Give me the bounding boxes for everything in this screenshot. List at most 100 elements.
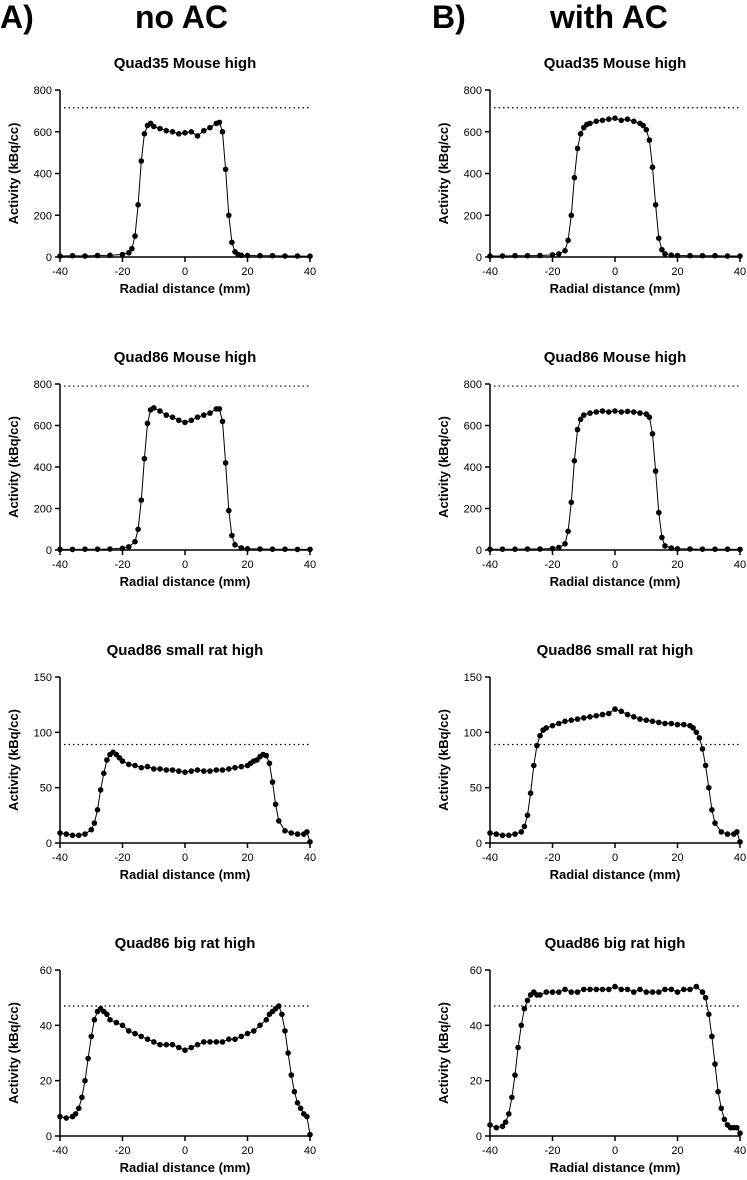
data-point bbox=[94, 252, 101, 259]
data-point bbox=[176, 417, 182, 424]
x-tick-label: 20 bbox=[671, 1145, 683, 1157]
data-point bbox=[612, 115, 618, 121]
data-point bbox=[699, 746, 706, 752]
data-point bbox=[549, 989, 556, 995]
y-tick-label: 400 bbox=[464, 169, 482, 181]
y-tick-label: 150 bbox=[464, 672, 482, 684]
data-point bbox=[724, 546, 731, 552]
x-tick-label: 40 bbox=[304, 852, 316, 864]
data-point bbox=[631, 118, 637, 125]
data-point bbox=[85, 1055, 91, 1062]
data-point bbox=[257, 546, 263, 552]
y-tick-label: 0 bbox=[46, 252, 52, 264]
data-point bbox=[493, 1124, 500, 1131]
data-point bbox=[587, 410, 593, 416]
data-point bbox=[668, 545, 675, 551]
y-axis-label: Activity (kBq/cc) bbox=[6, 123, 21, 225]
data-point bbox=[709, 1033, 715, 1040]
data-point bbox=[269, 252, 276, 259]
data-point bbox=[57, 546, 63, 553]
y-tick-label: 0 bbox=[476, 1131, 482, 1143]
data-point bbox=[659, 534, 665, 541]
x-tick-label: 20 bbox=[671, 266, 683, 278]
series-line bbox=[489, 986, 741, 1134]
y-tick-label: 400 bbox=[34, 169, 52, 181]
data-point bbox=[565, 528, 571, 535]
data-point bbox=[188, 129, 195, 135]
data-point bbox=[282, 1028, 288, 1034]
data-point bbox=[587, 986, 593, 993]
data-point bbox=[593, 712, 600, 719]
y-tick-label: 400 bbox=[464, 462, 482, 474]
panel-b-title: with AC bbox=[550, 0, 668, 35]
y-tick-label: 0 bbox=[46, 838, 52, 850]
data-point bbox=[537, 252, 543, 259]
data-point bbox=[712, 1061, 718, 1067]
data-point bbox=[107, 546, 113, 552]
data-point bbox=[201, 412, 207, 418]
data-point bbox=[219, 1039, 226, 1045]
data-point bbox=[119, 758, 126, 764]
chart-title: Quad86 Mouse high bbox=[544, 349, 687, 366]
y-tick-label: 0 bbox=[46, 545, 52, 557]
data-point bbox=[107, 1017, 113, 1023]
data-point bbox=[574, 716, 581, 722]
data-point bbox=[734, 1124, 740, 1131]
data-point bbox=[674, 546, 681, 552]
x-tick-label: 20 bbox=[241, 559, 253, 571]
series-line bbox=[59, 1005, 311, 1135]
y-tick-label: 0 bbox=[476, 838, 482, 850]
data-point bbox=[257, 1022, 263, 1029]
data-point bbox=[512, 1072, 518, 1078]
data-point bbox=[94, 546, 101, 552]
data-point bbox=[593, 118, 600, 125]
x-tick-label: 40 bbox=[734, 266, 746, 278]
data-point bbox=[487, 253, 493, 259]
y-tick-label: 200 bbox=[34, 210, 52, 222]
data-point bbox=[138, 1033, 145, 1040]
data-point bbox=[163, 127, 170, 134]
data-point bbox=[294, 831, 301, 837]
x-tick-label: 40 bbox=[734, 852, 746, 864]
data-point bbox=[606, 710, 612, 717]
data-point bbox=[499, 546, 506, 552]
data-point bbox=[718, 829, 725, 835]
data-point bbox=[194, 414, 201, 421]
data-point bbox=[737, 546, 743, 553]
data-point bbox=[188, 768, 195, 774]
data-point bbox=[599, 408, 606, 414]
data-point bbox=[97, 787, 104, 793]
series-line bbox=[490, 410, 741, 550]
data-point bbox=[282, 828, 288, 834]
data-point bbox=[151, 766, 157, 772]
chart-title: Quad35 Mouse high bbox=[114, 55, 257, 72]
x-tick-label: 20 bbox=[671, 852, 683, 864]
x-tick-label: -20 bbox=[115, 1145, 131, 1157]
data-point bbox=[699, 252, 706, 259]
data-point bbox=[229, 532, 235, 539]
x-tick-label: 0 bbox=[612, 266, 618, 278]
x-axis-label: Radial distance (mm) bbox=[550, 1160, 681, 1175]
data-point bbox=[119, 545, 126, 552]
data-point bbox=[69, 546, 76, 553]
y-tick-label: 100 bbox=[34, 727, 52, 739]
series-line bbox=[490, 117, 740, 257]
data-point bbox=[126, 544, 132, 550]
data-point bbox=[568, 212, 575, 219]
data-point bbox=[587, 120, 593, 127]
data-point bbox=[699, 546, 706, 552]
x-axis-label: Radial distance (mm) bbox=[550, 281, 681, 296]
x-axis-label: Radial distance (mm) bbox=[120, 867, 251, 882]
data-point bbox=[562, 247, 568, 254]
data-point bbox=[276, 818, 282, 824]
data-point bbox=[674, 721, 681, 728]
data-point bbox=[219, 129, 226, 135]
data-point bbox=[304, 829, 310, 835]
data-point bbox=[656, 509, 662, 516]
data-point bbox=[119, 251, 126, 258]
data-point bbox=[640, 122, 646, 129]
y-tick-label: 200 bbox=[464, 210, 482, 222]
y-tick-label: 0 bbox=[476, 252, 482, 264]
data-point bbox=[294, 546, 301, 553]
data-point bbox=[606, 409, 612, 415]
